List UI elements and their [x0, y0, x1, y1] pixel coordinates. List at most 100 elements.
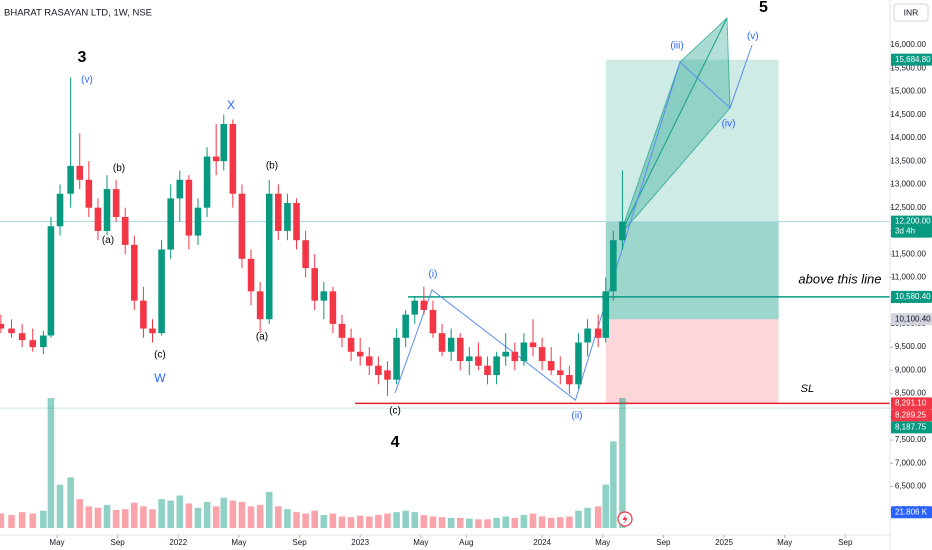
annotation-box — [797, 271, 882, 290]
volume-bar — [121, 509, 129, 528]
volume-bar — [347, 517, 355, 528]
volume-tag — [891, 506, 932, 519]
candle-body — [311, 268, 318, 301]
candle-body — [167, 198, 174, 250]
y-tick-label: 9,000.00 — [895, 365, 927, 374]
candle-body — [338, 323, 346, 338]
volume-bar — [256, 504, 264, 528]
volume-bar — [67, 477, 74, 528]
volume-bar — [547, 517, 555, 528]
volume-bar — [167, 500, 174, 528]
candle-body — [584, 328, 591, 343]
candle-body — [493, 356, 500, 376]
candle-body — [121, 216, 129, 245]
candle-body — [229, 124, 237, 194]
candle-body — [356, 351, 364, 357]
annotation: 5 — [759, 0, 768, 16]
volume-bar — [602, 484, 610, 528]
candle-body — [284, 203, 291, 231]
volume-bar — [520, 515, 528, 528]
candle-body — [484, 365, 491, 376]
main-layer: 3 (v) (b) (a) (c) W X (b) (a) (c) 4 (i) (ii) (iii) (iv… — [0, 0, 882, 451]
candle-body — [594, 328, 602, 338]
annotation: (i) — [429, 269, 438, 280]
candle-body — [619, 221, 626, 241]
volume-bar — [594, 506, 602, 528]
volume-bar — [365, 516, 373, 528]
candle-body — [466, 356, 473, 362]
candle-body — [438, 333, 446, 352]
volume-bar — [610, 441, 617, 528]
volume-bar — [185, 503, 193, 528]
volume-bar — [511, 517, 519, 528]
candle-body — [185, 179, 193, 236]
volume-bar — [140, 506, 147, 528]
candle-body — [8, 328, 15, 334]
y-tick-label: 15,000.00 — [890, 87, 926, 96]
price-tag-label: 10,100.40 — [895, 314, 931, 323]
volume-bar — [302, 513, 309, 528]
volume-bar — [420, 515, 428, 528]
annotation: (b) — [266, 160, 278, 171]
candle-body — [610, 240, 617, 292]
volume-bar — [329, 513, 337, 528]
x-tick-label: May — [777, 538, 792, 547]
candle-body — [556, 370, 564, 376]
annotation: (v) — [747, 31, 759, 42]
candle-body — [85, 179, 93, 208]
candle-body — [56, 193, 64, 227]
volume-bar — [212, 506, 220, 528]
alert-bolt — [622, 514, 628, 524]
y-tick-label: 11,000.00 — [891, 273, 927, 282]
volume-bar — [176, 495, 184, 528]
annotation: (iv) — [722, 119, 736, 130]
back-layer — [0, 17, 890, 528]
alert-icon[interactable] — [617, 511, 633, 527]
price-tag — [891, 313, 932, 326]
volume-tag-label: 21.806 K — [895, 507, 928, 516]
currency-box[interactable] — [893, 3, 929, 22]
candle-body — [411, 300, 419, 315]
volume-bar — [265, 491, 273, 528]
y-tick-label: 16,000.00 — [890, 40, 926, 49]
volume-bar — [229, 500, 237, 528]
volume-bar — [284, 509, 291, 528]
candle-body — [302, 240, 309, 269]
candle-body — [112, 189, 120, 217]
volume-bar — [429, 516, 437, 528]
annotation: (c) — [154, 350, 166, 361]
x-tick-label: May — [231, 538, 246, 547]
price-tag — [891, 215, 932, 238]
projection-shape — [619, 17, 731, 236]
volume-bar — [619, 398, 626, 528]
volume-bar — [375, 515, 382, 528]
volume-bar — [438, 517, 446, 528]
candle-body — [402, 314, 409, 338]
y-tick-label: 11,500.00 — [891, 249, 927, 258]
candle-body — [456, 337, 464, 362]
x-tick-label: 2023 — [351, 538, 369, 547]
volume-bar — [447, 517, 455, 528]
volume-bar — [293, 512, 300, 528]
price-tag-label: 8,187.75 — [895, 422, 927, 431]
candle-body — [375, 365, 382, 376]
volume-bar — [0, 513, 5, 528]
annotation: (b) — [113, 163, 125, 174]
candle-body — [238, 193, 246, 259]
candle-body — [320, 291, 328, 301]
annotation: (a) — [102, 235, 114, 246]
volume-bar — [566, 516, 573, 528]
candle-body — [103, 189, 111, 231]
volume-bar — [456, 517, 464, 528]
x-tick-label: 2025 — [715, 538, 733, 547]
candle-body — [203, 156, 211, 208]
volume-bar — [103, 504, 111, 528]
candle-body — [76, 165, 84, 180]
annotation: (c) — [389, 406, 401, 417]
volume-bar — [149, 509, 156, 528]
candle-body — [94, 207, 102, 231]
volume-bar — [529, 513, 537, 528]
target-zone — [605, 59, 779, 320]
